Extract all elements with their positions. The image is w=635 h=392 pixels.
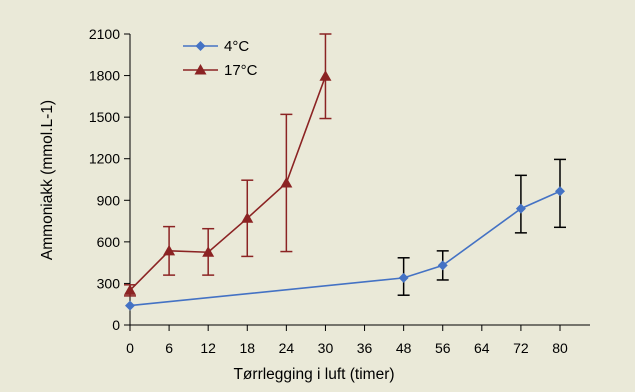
legend-item: 17°C (183, 62, 258, 79)
y-tick-label: 1800 (89, 68, 120, 84)
data-point-triangle (241, 212, 254, 223)
data-point-triangle (280, 176, 293, 188)
legend-label: 4°C (224, 38, 249, 55)
series-0 (125, 158, 566, 311)
y-tick-label: 0 (112, 317, 120, 333)
data-point-diamond (125, 300, 135, 311)
data-point-triangle (319, 70, 332, 81)
series-line (129, 190, 561, 307)
y-tick-label: 900 (97, 192, 121, 208)
axes (129, 34, 590, 326)
x-tick-label: 36 (357, 340, 373, 356)
data-point-diamond (437, 260, 448, 271)
x-tick-label: 30 (318, 340, 334, 356)
x-tick-label: 48 (396, 340, 412, 356)
y-ticks: 0 300 600 900 1200 1500 1800 2100 (89, 26, 130, 333)
series-1 (124, 33, 332, 297)
x-tick-label: 24 (279, 340, 295, 356)
x-tick-label: 18 (239, 340, 255, 356)
x-tick-label: 80 (552, 340, 568, 356)
series-line (129, 75, 327, 291)
data-point-diamond (398, 272, 409, 283)
y-axis-label: Ammoniakk (mmol.L-1) (39, 100, 56, 260)
y-tick-label: 2100 (89, 26, 120, 42)
y-tick-label: 300 (97, 275, 121, 291)
x-axis-label: Tørrlegging i luft (timer) (233, 366, 394, 383)
y-tick-label: 600 (97, 234, 121, 250)
x-tick-label: 72 (513, 340, 529, 356)
x-tick-label: 64 (474, 340, 490, 356)
data-point-diamond (195, 41, 206, 51)
data-point-triangle (124, 284, 136, 295)
data-point-triangle (194, 64, 207, 75)
data-point-triangle (202, 246, 215, 257)
legend-item: 4°C (183, 38, 249, 55)
x-tick-label: 12 (200, 340, 216, 356)
legend-label: 17°C (224, 62, 258, 79)
legend: 4°C 17°C (183, 38, 258, 79)
data-point-diamond (555, 186, 565, 197)
x-tick-label: 56 (435, 340, 451, 356)
x-tick-label: 6 (165, 340, 173, 356)
data-point-diamond (515, 203, 526, 214)
y-tick-label: 1200 (89, 151, 120, 167)
x-ticks: 0 6 12 18 24 30 36 48 56 64 72 80 (126, 325, 568, 356)
data-point-triangle (163, 244, 176, 256)
series-layer (124, 33, 566, 311)
x-tick-label: 0 (126, 340, 134, 356)
y-tick-label: 1500 (89, 109, 120, 125)
